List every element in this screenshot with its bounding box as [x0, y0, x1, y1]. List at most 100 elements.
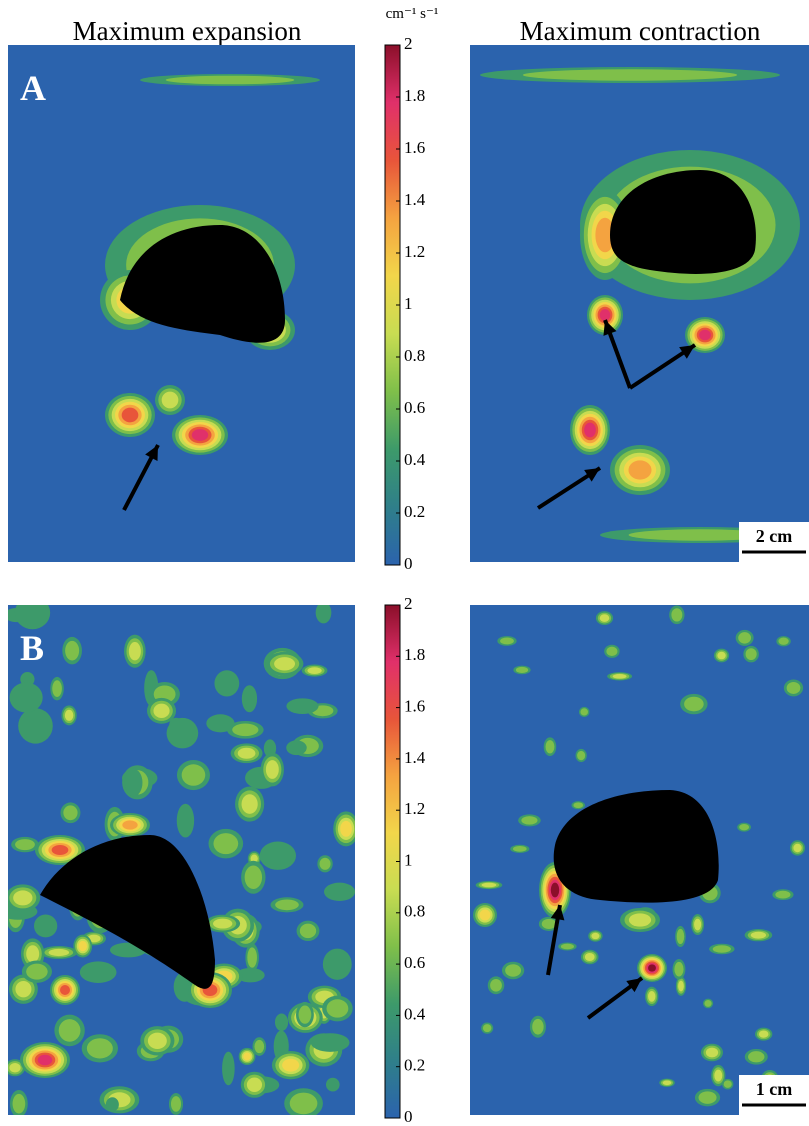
heat-blob — [191, 429, 209, 441]
heat-blob — [699, 329, 711, 341]
heat-blob — [63, 805, 78, 821]
heat-blob — [712, 945, 731, 953]
heat-blob — [648, 991, 656, 1002]
heat-blob — [58, 1019, 81, 1042]
scale-bar-label: 1 cm — [756, 1079, 792, 1099]
arrow-head — [584, 468, 600, 482]
colorbar-tick-label: 1.2 — [404, 799, 425, 818]
heat-blob — [9, 1063, 21, 1073]
heat-blob — [322, 948, 352, 980]
heat-blob — [758, 1030, 769, 1038]
heat-blob — [522, 69, 738, 81]
heat-blob — [213, 918, 233, 929]
heat-blob — [254, 1039, 265, 1054]
heat-blob — [165, 75, 295, 85]
heat-blob — [250, 854, 258, 863]
heat-blob — [289, 1092, 318, 1115]
colorbar-tick-label: 1.4 — [404, 190, 426, 209]
heat-blob — [521, 816, 538, 825]
heat-blob — [481, 882, 497, 888]
heat-blob — [628, 529, 772, 541]
heat-blob — [241, 794, 258, 814]
colorbar-tick-label: 1.6 — [404, 138, 425, 157]
heat-blob — [232, 723, 259, 737]
heat-blob — [340, 820, 352, 837]
heat-blob — [153, 703, 170, 719]
heat-blob — [786, 681, 801, 694]
heat-blob — [532, 1018, 544, 1035]
scale-bar-label: 2 cm — [756, 526, 792, 546]
heat-blob — [124, 768, 143, 797]
heat-blob — [612, 674, 627, 679]
heat-blob — [684, 696, 704, 712]
heat-blob — [599, 614, 610, 622]
colorbar-tick-label: 0.8 — [404, 346, 425, 365]
heat-blob — [244, 865, 263, 890]
heat-blob — [577, 750, 586, 761]
heat-blob — [315, 605, 332, 624]
heat-blob — [237, 747, 256, 759]
colorbar-tick-label: 1.2 — [404, 242, 425, 261]
heat-blob — [490, 978, 502, 992]
heat-blob — [515, 666, 529, 674]
heat-blob — [51, 845, 69, 855]
arrow-head — [679, 345, 695, 359]
heat-blob — [274, 657, 296, 671]
colorbar-tick-label: 1 — [404, 294, 413, 313]
heat-blob — [235, 967, 265, 983]
heat-blob — [161, 391, 179, 409]
heat-blob — [714, 1069, 723, 1082]
colorbar-tick-label: 0.2 — [404, 502, 425, 521]
colorbar-tick-label: 1 — [404, 850, 413, 869]
colorbar-tick-label: 2 — [404, 34, 413, 53]
heat-blob — [678, 980, 684, 992]
scale-bar-box — [739, 522, 809, 562]
heat-blob — [676, 928, 685, 945]
arrow-head — [603, 320, 617, 336]
arrow-head — [626, 978, 642, 993]
heat-blob — [745, 648, 757, 661]
hole — [40, 835, 215, 989]
heat-blob — [286, 740, 307, 756]
heat-blob — [580, 708, 589, 716]
heat-blob — [573, 802, 584, 809]
colorbar-tick-label: 1.4 — [404, 748, 426, 767]
heat-blob — [206, 714, 235, 733]
scale-bar-box — [739, 1075, 809, 1115]
heat-blob — [121, 407, 139, 423]
heat-blob — [247, 947, 257, 968]
heat-blob — [606, 646, 618, 657]
column-title: Maximum expansion — [73, 16, 302, 46]
heat-blob — [286, 698, 319, 715]
panel-label: B — [20, 628, 44, 668]
heat-blob — [326, 999, 349, 1018]
heat-blob — [18, 708, 53, 744]
heat-blob — [128, 641, 141, 661]
colorbar-tick-label: 0 — [404, 554, 413, 573]
heat-blob — [147, 1032, 167, 1049]
heat-blob — [694, 918, 702, 931]
heat-blob — [671, 608, 683, 622]
colorbar-tick-label: 0.6 — [404, 953, 425, 972]
heat-blob — [628, 913, 652, 927]
colorbar-tick-label: 2 — [404, 594, 413, 613]
heat-blob — [79, 961, 117, 983]
heat-blob — [793, 843, 802, 853]
heat-blob — [243, 1052, 251, 1061]
colorbar-tick-label: 1.6 — [404, 697, 425, 716]
heat-blob — [584, 422, 596, 438]
colorbar-unit: cm⁻¹ s⁻¹ — [386, 6, 439, 22]
heat-blob — [122, 820, 138, 830]
heat-blob — [274, 1013, 289, 1032]
arrow-head — [145, 445, 158, 461]
heat-blob — [9, 682, 43, 713]
heat-blob — [584, 952, 595, 962]
panel-label: A — [20, 68, 46, 108]
heat-blob — [512, 845, 527, 852]
heat-blob — [599, 309, 611, 321]
heat-blob — [778, 637, 789, 645]
heat-blob — [213, 833, 239, 855]
colorbar-tick-label: 0.6 — [404, 398, 425, 417]
colorbar-tick-label: 1.8 — [404, 86, 425, 105]
heatmap — [8, 45, 355, 562]
